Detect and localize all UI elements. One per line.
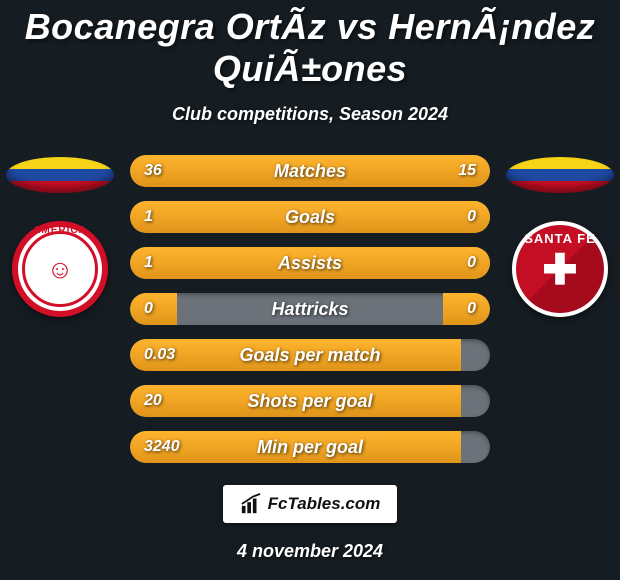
comparison-panel: ☺ AMERICA SANTA FE ✚ 3615Matches10Goals1…	[0, 155, 620, 463]
left-crest-label: AMERICA	[33, 225, 87, 236]
stat-value-left: 1	[144, 201, 153, 233]
stat-row: 10Goals	[130, 201, 490, 233]
stat-value-right: 0	[467, 247, 476, 279]
stat-fill-left	[130, 339, 461, 371]
stat-fill-left	[130, 201, 490, 233]
subtitle: Club competitions, Season 2024	[0, 104, 620, 125]
stat-value-right: 15	[458, 155, 476, 187]
stat-row: 0.03Goals per match	[130, 339, 490, 371]
stat-value-right: 0	[467, 201, 476, 233]
stat-row: 0 0Hattricks	[130, 293, 490, 325]
left-crest-glyph: ☺	[22, 231, 98, 307]
stat-fill-left	[130, 155, 386, 187]
stat-row: 3615Matches	[130, 155, 490, 187]
stat-value-left: 3240	[144, 431, 180, 463]
stat-value-right: 0	[467, 293, 476, 325]
stat-fill-left	[130, 247, 490, 279]
stat-label: Hattricks	[130, 293, 490, 325]
left-crest-icon: ☺ AMERICA	[12, 221, 108, 317]
stat-fill-left	[130, 385, 461, 417]
brand-badge[interactable]: FcTables.com	[223, 485, 397, 523]
date-text: 4 november 2024	[0, 541, 620, 562]
left-flag-icon	[6, 157, 114, 193]
right-flag-icon	[506, 157, 614, 193]
right-crest-icon: SANTA FE ✚	[512, 221, 608, 317]
stat-fill-left	[130, 293, 177, 325]
page-title: Bocanegra OrtÃ­z vs HernÃ¡ndez QuiÃ±ones	[0, 0, 620, 90]
stat-value-left: 0.03	[144, 339, 175, 371]
right-player-column: SANTA FE ✚	[500, 155, 620, 317]
brand-text: FcTables.com	[268, 494, 381, 514]
stat-value-left: 0	[144, 293, 153, 325]
stats-bars: 3615Matches10Goals10Assists00Hattricks0.…	[130, 155, 490, 463]
right-crest-glyph: ✚	[532, 241, 588, 297]
stat-value-left: 20	[144, 385, 162, 417]
stat-row: 10Assists	[130, 247, 490, 279]
stat-row: 20Shots per goal	[130, 385, 490, 417]
brand-chart-icon	[240, 493, 262, 515]
stat-value-left: 36	[144, 155, 162, 187]
stat-value-left: 1	[144, 247, 153, 279]
stat-row: 3240Min per goal	[130, 431, 490, 463]
left-player-column: ☺ AMERICA	[0, 155, 120, 317]
